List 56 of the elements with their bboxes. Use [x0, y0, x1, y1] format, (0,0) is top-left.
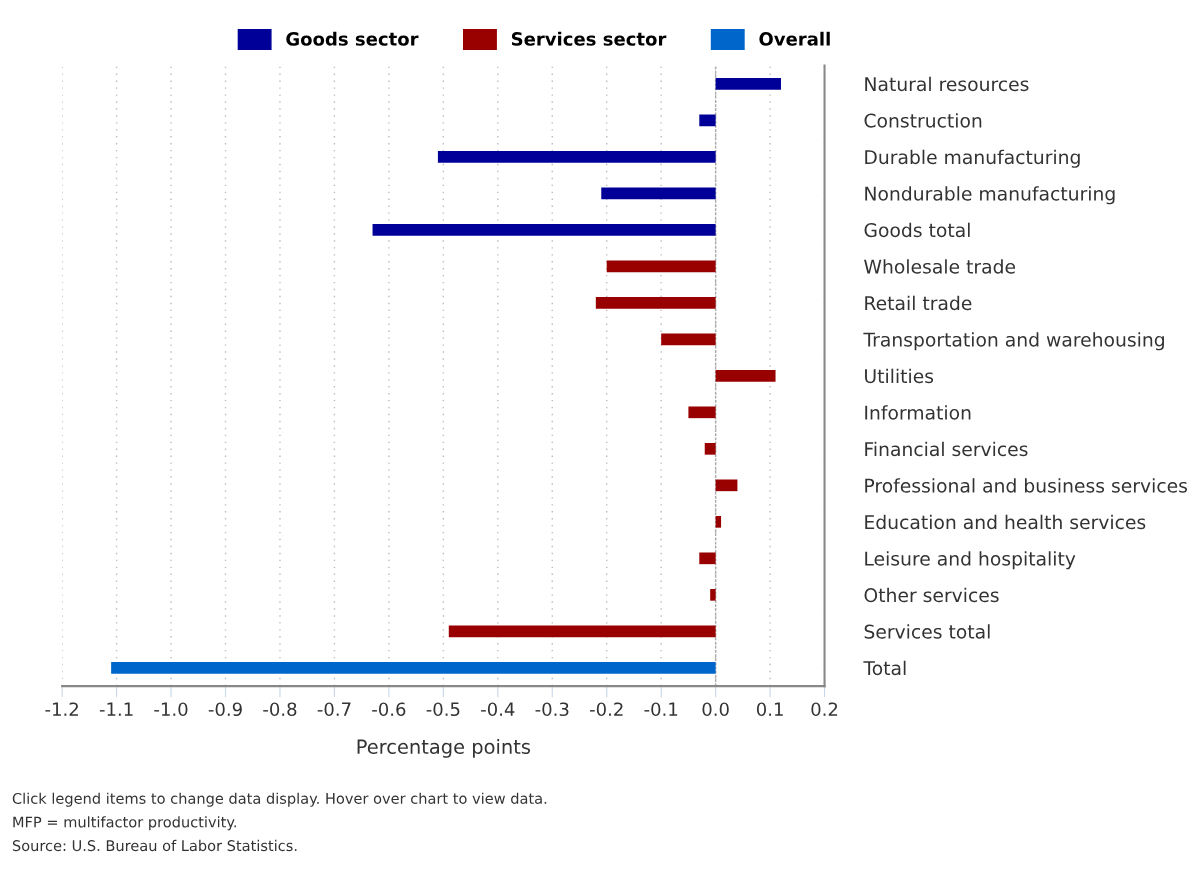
- legend-label: Overall: [759, 31, 830, 46]
- bar: [448, 625, 716, 638]
- bar: [606, 260, 716, 273]
- y-tick-label: Durable manufacturing: [865, 149, 1080, 168]
- bar: [111, 662, 716, 674]
- x-tick-label: 0.1: [756, 702, 783, 717]
- y-tick-label: Natural resources: [865, 76, 1029, 92]
- x-tick-label: -0.4: [481, 702, 515, 717]
- y-tick-label: Transportation and warehousing: [863, 332, 1164, 351]
- bar: [715, 77, 781, 90]
- bar: [437, 150, 716, 163]
- x-tick-label: -1.2: [45, 702, 78, 716]
- bar: [601, 187, 716, 200]
- bar: [688, 406, 716, 419]
- y-tick-label: Leisure and hospitality: [865, 551, 1076, 570]
- x-tick-label: 0.2: [811, 702, 838, 717]
- bar: [699, 552, 716, 565]
- x-tick-label: -1.1: [99, 702, 133, 716]
- x-tick-label: -0.9: [208, 702, 242, 717]
- x-tick-label: -0.8: [263, 702, 297, 717]
- text: Click legend items to change data display. Hover over chart to view data.: [12, 792, 547, 807]
- text: MFP = multifactor productivity.: [13, 816, 236, 831]
- bar: [699, 114, 716, 127]
- source-note: Source: U.S. Bureau of Labor Statistics.: [12, 839, 297, 852]
- y-tick-label: Nondurable manufacturing: [865, 186, 1115, 205]
- bar: [710, 588, 716, 601]
- bar: [704, 442, 716, 455]
- y-tick-label: Financial services: [865, 441, 1028, 457]
- y-tick-label: Professional and business services: [865, 478, 1188, 493]
- bar: [715, 515, 722, 528]
- legend-label: Goods sector: [286, 31, 419, 46]
- y-tick-label: Total: [863, 660, 906, 676]
- y-tick-label: Construction: [864, 113, 982, 128]
- bar: [715, 369, 776, 382]
- bar: [372, 223, 716, 236]
- x-tick-label: -0.1: [644, 702, 678, 717]
- y-tick-label: Wholesale trade: [864, 259, 1016, 274]
- bar: [715, 479, 738, 492]
- x-tick-label: -0.6: [372, 702, 406, 717]
- x-tick-label: -0.3: [535, 702, 569, 717]
- y-tick-label: Utilities: [865, 368, 934, 384]
- bar: [661, 333, 716, 346]
- x-tick-label: -1.0: [154, 702, 188, 717]
- x-tick-label: 0.0: [702, 702, 729, 717]
- x-tick-label: -0.7: [317, 702, 351, 717]
- x-tick-label: -0.5: [426, 702, 460, 717]
- y-tick-label: Retail trade: [865, 295, 972, 311]
- x-tick-label: -0.2: [589, 702, 623, 717]
- y-tick-label: Services total: [864, 624, 990, 639]
- bar: [595, 296, 716, 309]
- y-tick-label: Goods total: [864, 222, 970, 238]
- y-tick-label: Education and health services: [865, 514, 1146, 530]
- legend-label: Services sector: [511, 31, 667, 46]
- x-axis-title: Percentage points: [357, 738, 531, 758]
- y-tick-label: Other services: [864, 587, 999, 603]
- y-tick-label: Information: [865, 405, 971, 420]
